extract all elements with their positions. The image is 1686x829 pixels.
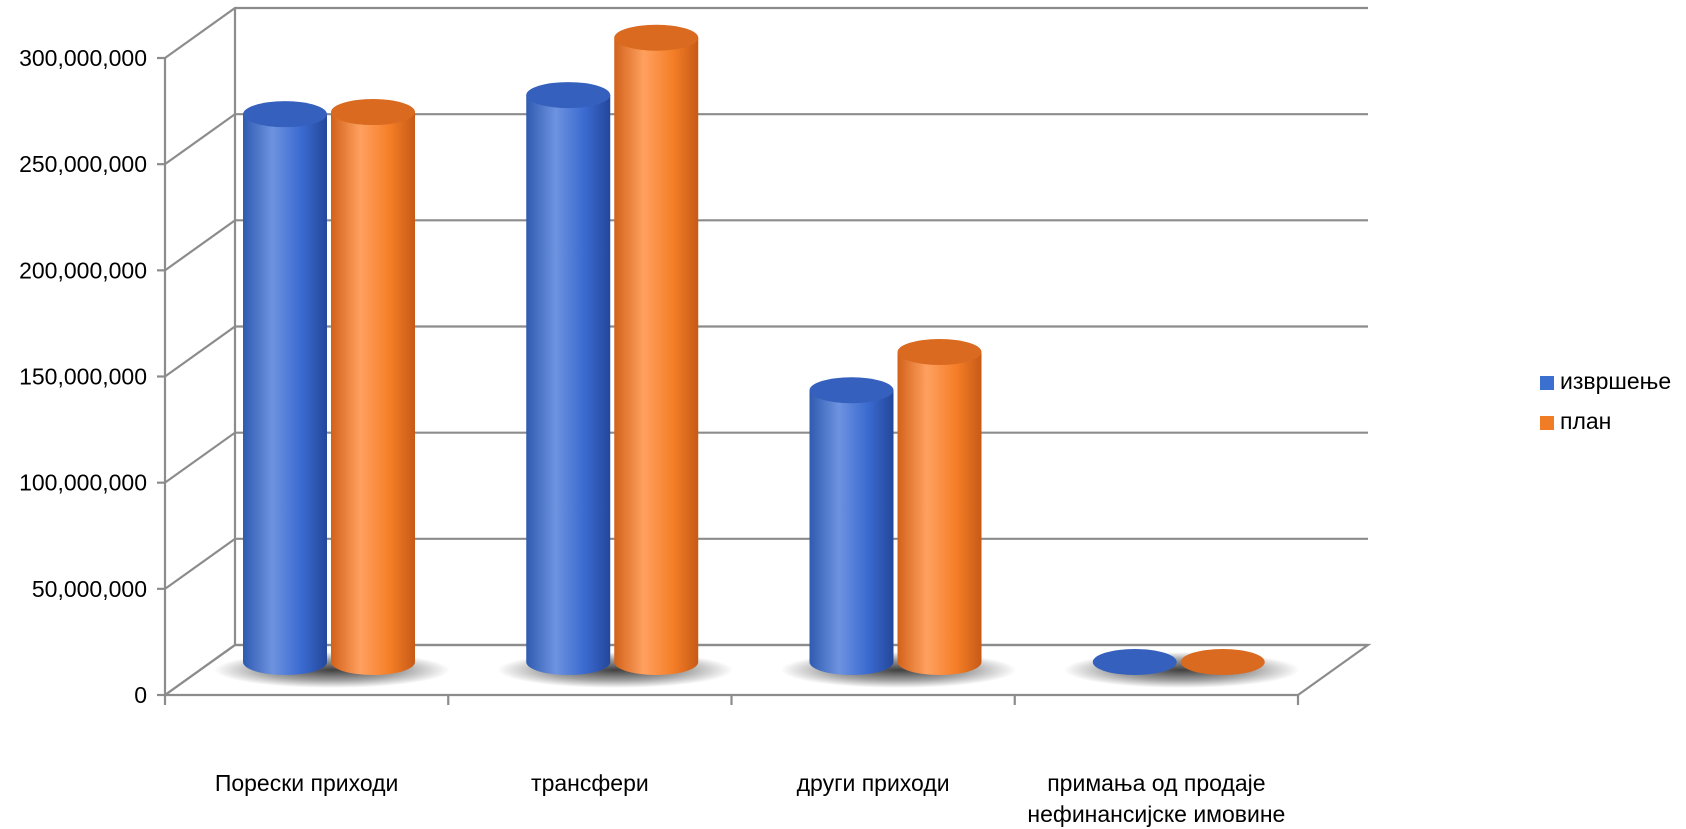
bar-top-3-1 — [1180, 649, 1265, 675]
y-tick-label: 150,000,000 — [19, 364, 147, 390]
bar-0-0 — [243, 114, 327, 676]
legend-swatch-0 — [1540, 376, 1554, 390]
bar-2-1 — [897, 351, 982, 676]
bar-top-2-0 — [809, 377, 894, 404]
bar-top-0-1 — [331, 99, 415, 126]
gridlines — [164, 6, 1368, 696]
bar-1-0 — [526, 95, 611, 676]
legend-label-1: план — [1560, 408, 1611, 434]
x-category-label: Пореск­и приходи — [215, 770, 399, 796]
gridline — [164, 6, 1368, 59]
legend-label-0: извршење — [1560, 368, 1671, 394]
y-axis: 0 50,000,000 100,000,000 150,000,000 200,000… — [19, 45, 167, 708]
x-category-label: трансфери — [531, 770, 649, 796]
bar-top-0-0 — [243, 101, 327, 128]
bar-top-3-0 — [1092, 649, 1177, 675]
y-tick-label: 300,000,000 — [19, 45, 147, 71]
bar-top-1-1 — [614, 24, 699, 51]
y-tick-label: 200,000,000 — [19, 257, 147, 283]
bar-top-2-1 — [897, 338, 982, 365]
bar-top-1-0 — [526, 82, 611, 109]
y-tick-label: 100,000,000 — [19, 470, 147, 496]
x-category-label: нефинансијске имовине — [1027, 801, 1285, 827]
gridline — [164, 113, 1368, 166]
y-tick-label: 0 — [134, 682, 147, 708]
gridline — [164, 219, 1368, 272]
x-category-label: други приходи — [797, 770, 950, 796]
legend: извршење план — [1540, 368, 1671, 434]
y-tick-label: 250,000,000 — [19, 151, 147, 177]
x-axis: Пореск­и приходи трансфери други приходи пр… — [163, 693, 1300, 827]
y-tick-label: 50,000,000 — [32, 576, 147, 602]
gridline — [164, 431, 1368, 484]
legend-swatch-1 — [1540, 416, 1554, 430]
gridline — [164, 643, 1368, 696]
bars — [243, 24, 1265, 676]
bar-1-1 — [614, 37, 699, 676]
gridline — [164, 325, 1368, 378]
bar-0-1 — [331, 112, 415, 676]
bar-2-0 — [809, 390, 894, 676]
gridline — [164, 537, 1368, 590]
x-category-label: примања од продаје — [1047, 770, 1265, 796]
